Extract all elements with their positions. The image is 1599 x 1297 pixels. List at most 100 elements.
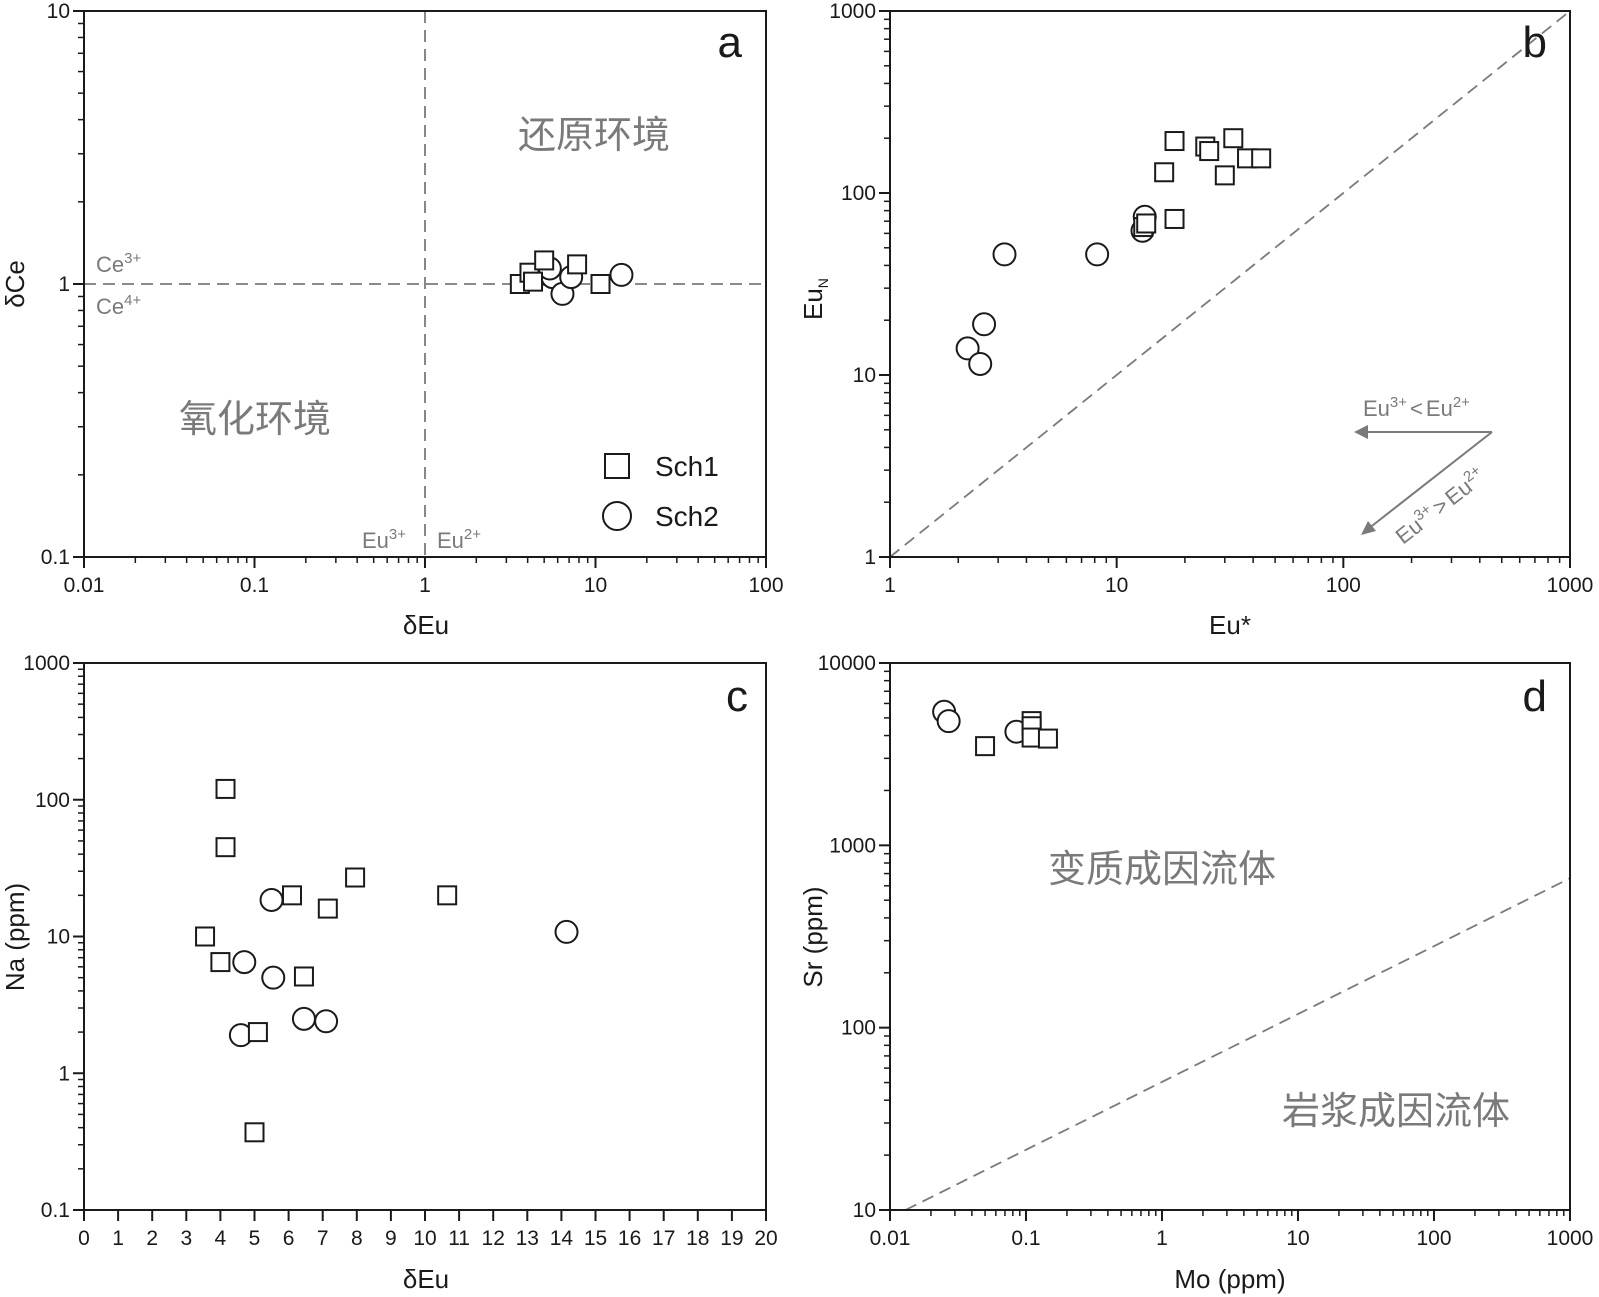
panel-a-axes: 0.01 0.1 1 10 100 0.1 1 10 [41,0,784,597]
lt-sign: < [1410,396,1423,421]
sch1-square-point [215,837,236,858]
x-tick-label: 0.1 [1011,1227,1040,1250]
panel-d-label: d [1523,672,1547,721]
panel-c-data-points [195,778,579,1143]
sch2-circle-point [972,312,997,337]
sch2-circle-point [291,1006,316,1031]
panel-d-data-points [932,699,1058,757]
ce4-sup: 4+ [124,292,141,309]
panel-b-data-points [955,128,1272,376]
x-tick-label: 17 [652,1227,675,1250]
y-tick-label: 1000 [23,652,70,675]
x-tick-label: 100 [1326,574,1361,597]
panel-c-axes: 0 1 2 3 4 5 6 7 8 9 10 11 12 13 14 15 16 17 18 19 200.111010… [23,652,777,1250]
x-tick-label: 10 [1105,574,1128,597]
x-tick-label: 19 [720,1227,743,1250]
x-tick-label: 18 [686,1227,709,1250]
sch2-circle-point [992,242,1017,267]
sch1-square-point [1223,128,1244,149]
x-tick-label: 6 [283,1227,295,1250]
y-tick-label: 10 [853,1199,876,1222]
sch1-square-point [567,254,588,275]
x-tick-label: 13 [516,1227,539,1250]
ce3-base: Ce [96,252,124,277]
panel-a-x-title: δEu [403,610,449,640]
x-tick-label: 7 [317,1227,329,1250]
sch1-square-point [210,952,231,973]
x-tick-label: 9 [385,1227,397,1250]
panel-b-plot-frame [889,10,1571,558]
y-tick-label: 1000 [829,834,876,857]
panel-a-note-ce4: Ce4+ [96,292,141,319]
panel-b-label: b [1523,18,1547,67]
panel-a-label: a [718,18,743,67]
sch1-square-point [345,867,366,888]
x-tick-label: 15 [584,1227,607,1250]
sch2-circle-point [936,709,961,734]
sch1-square-point [975,736,996,757]
sch1-square-point [590,274,611,294]
sch1-square-point [534,250,555,271]
panel-b-note-lt: Eu3+ < Eu2+ [1363,394,1470,421]
panel-b-reference-lines [889,10,1571,558]
y-tick-label: 1 [58,1062,70,1085]
panel-b-y-title: EuN [798,278,831,320]
sch1-square-point [195,926,216,947]
lt-eu3-sup: 3+ [1390,394,1407,411]
sch1-square-point [1164,131,1185,152]
legend-circle-icon [602,501,632,531]
legend-label-sch2: Sch2 [655,501,719,532]
legend-label-sch1: Sch1 [655,451,719,482]
panel-a-y-title: δCe [0,260,30,308]
eu3-sup: 3+ [389,526,406,543]
panel-a-reference-lines [84,11,766,557]
y-tick-label: 10000 [818,652,876,675]
panel-d-zone-metamorphic: 变质成因流体 [1048,849,1276,891]
x-tick-label: 100 [748,574,783,597]
x-tick-label: 3 [180,1227,192,1250]
sch1-square-point [1021,727,1042,748]
x-tick-label: 16 [618,1227,641,1250]
eu2-base: Eu [437,528,464,553]
sch2-circle-point [259,887,284,912]
lt-eu3-base: Eu [1363,396,1390,421]
sch2-circle-point [955,336,980,361]
sch2-circle-point [968,351,993,376]
panel-d-axes: 0.01 0.1 1 10 100 1000 10 100 1000 10000 [818,652,1594,1250]
sch2-circle-point [554,919,579,944]
panel-c-x-title: δEu [403,1264,449,1294]
sch1-square-point [1214,165,1235,186]
sch2-circle-point [261,965,286,990]
reference-line-line [905,877,1571,1211]
y-tick-label: 1 [58,273,70,296]
panel-c-plot-frame [83,662,767,1211]
sch2-circle-point [609,262,634,287]
sch1-square-point [1251,148,1272,169]
sch1-square-point [1199,141,1220,162]
arrow-diag-shaft [1367,431,1493,530]
x-tick-label: 1 [112,1227,124,1250]
sch1-square-point [437,885,458,906]
eun-base: Eu [798,288,828,320]
panel-a-note-eu3: Eu3+ [362,526,406,553]
eun-sub: N [815,278,831,288]
panel-c-label: c [726,672,748,721]
sch1-square-point [1037,728,1058,749]
x-tick-label: 0.01 [64,574,105,597]
y-tick-label: 1000 [829,0,876,23]
y-tick-label: 100 [35,789,70,812]
panel-c: 0 1 2 3 4 5 6 7 8 9 10 11 12 13 14 15 16 17 18 19 200.111010… [0,652,778,1294]
y-tick-label: 100 [841,1017,876,1040]
x-tick-label: 1000 [1547,1227,1594,1250]
panel-d-y-title: Sr (ppm) [798,886,828,987]
x-tick-label: 2 [146,1227,158,1250]
sch1-square-point [247,1022,268,1043]
legend-square-icon [604,453,630,479]
sch2-circle-point [232,950,257,975]
sch1-square-point [523,271,544,292]
sch1-square-point [244,1122,265,1143]
panel-a-zone-oxidizing: 氧化环境 [179,399,331,441]
